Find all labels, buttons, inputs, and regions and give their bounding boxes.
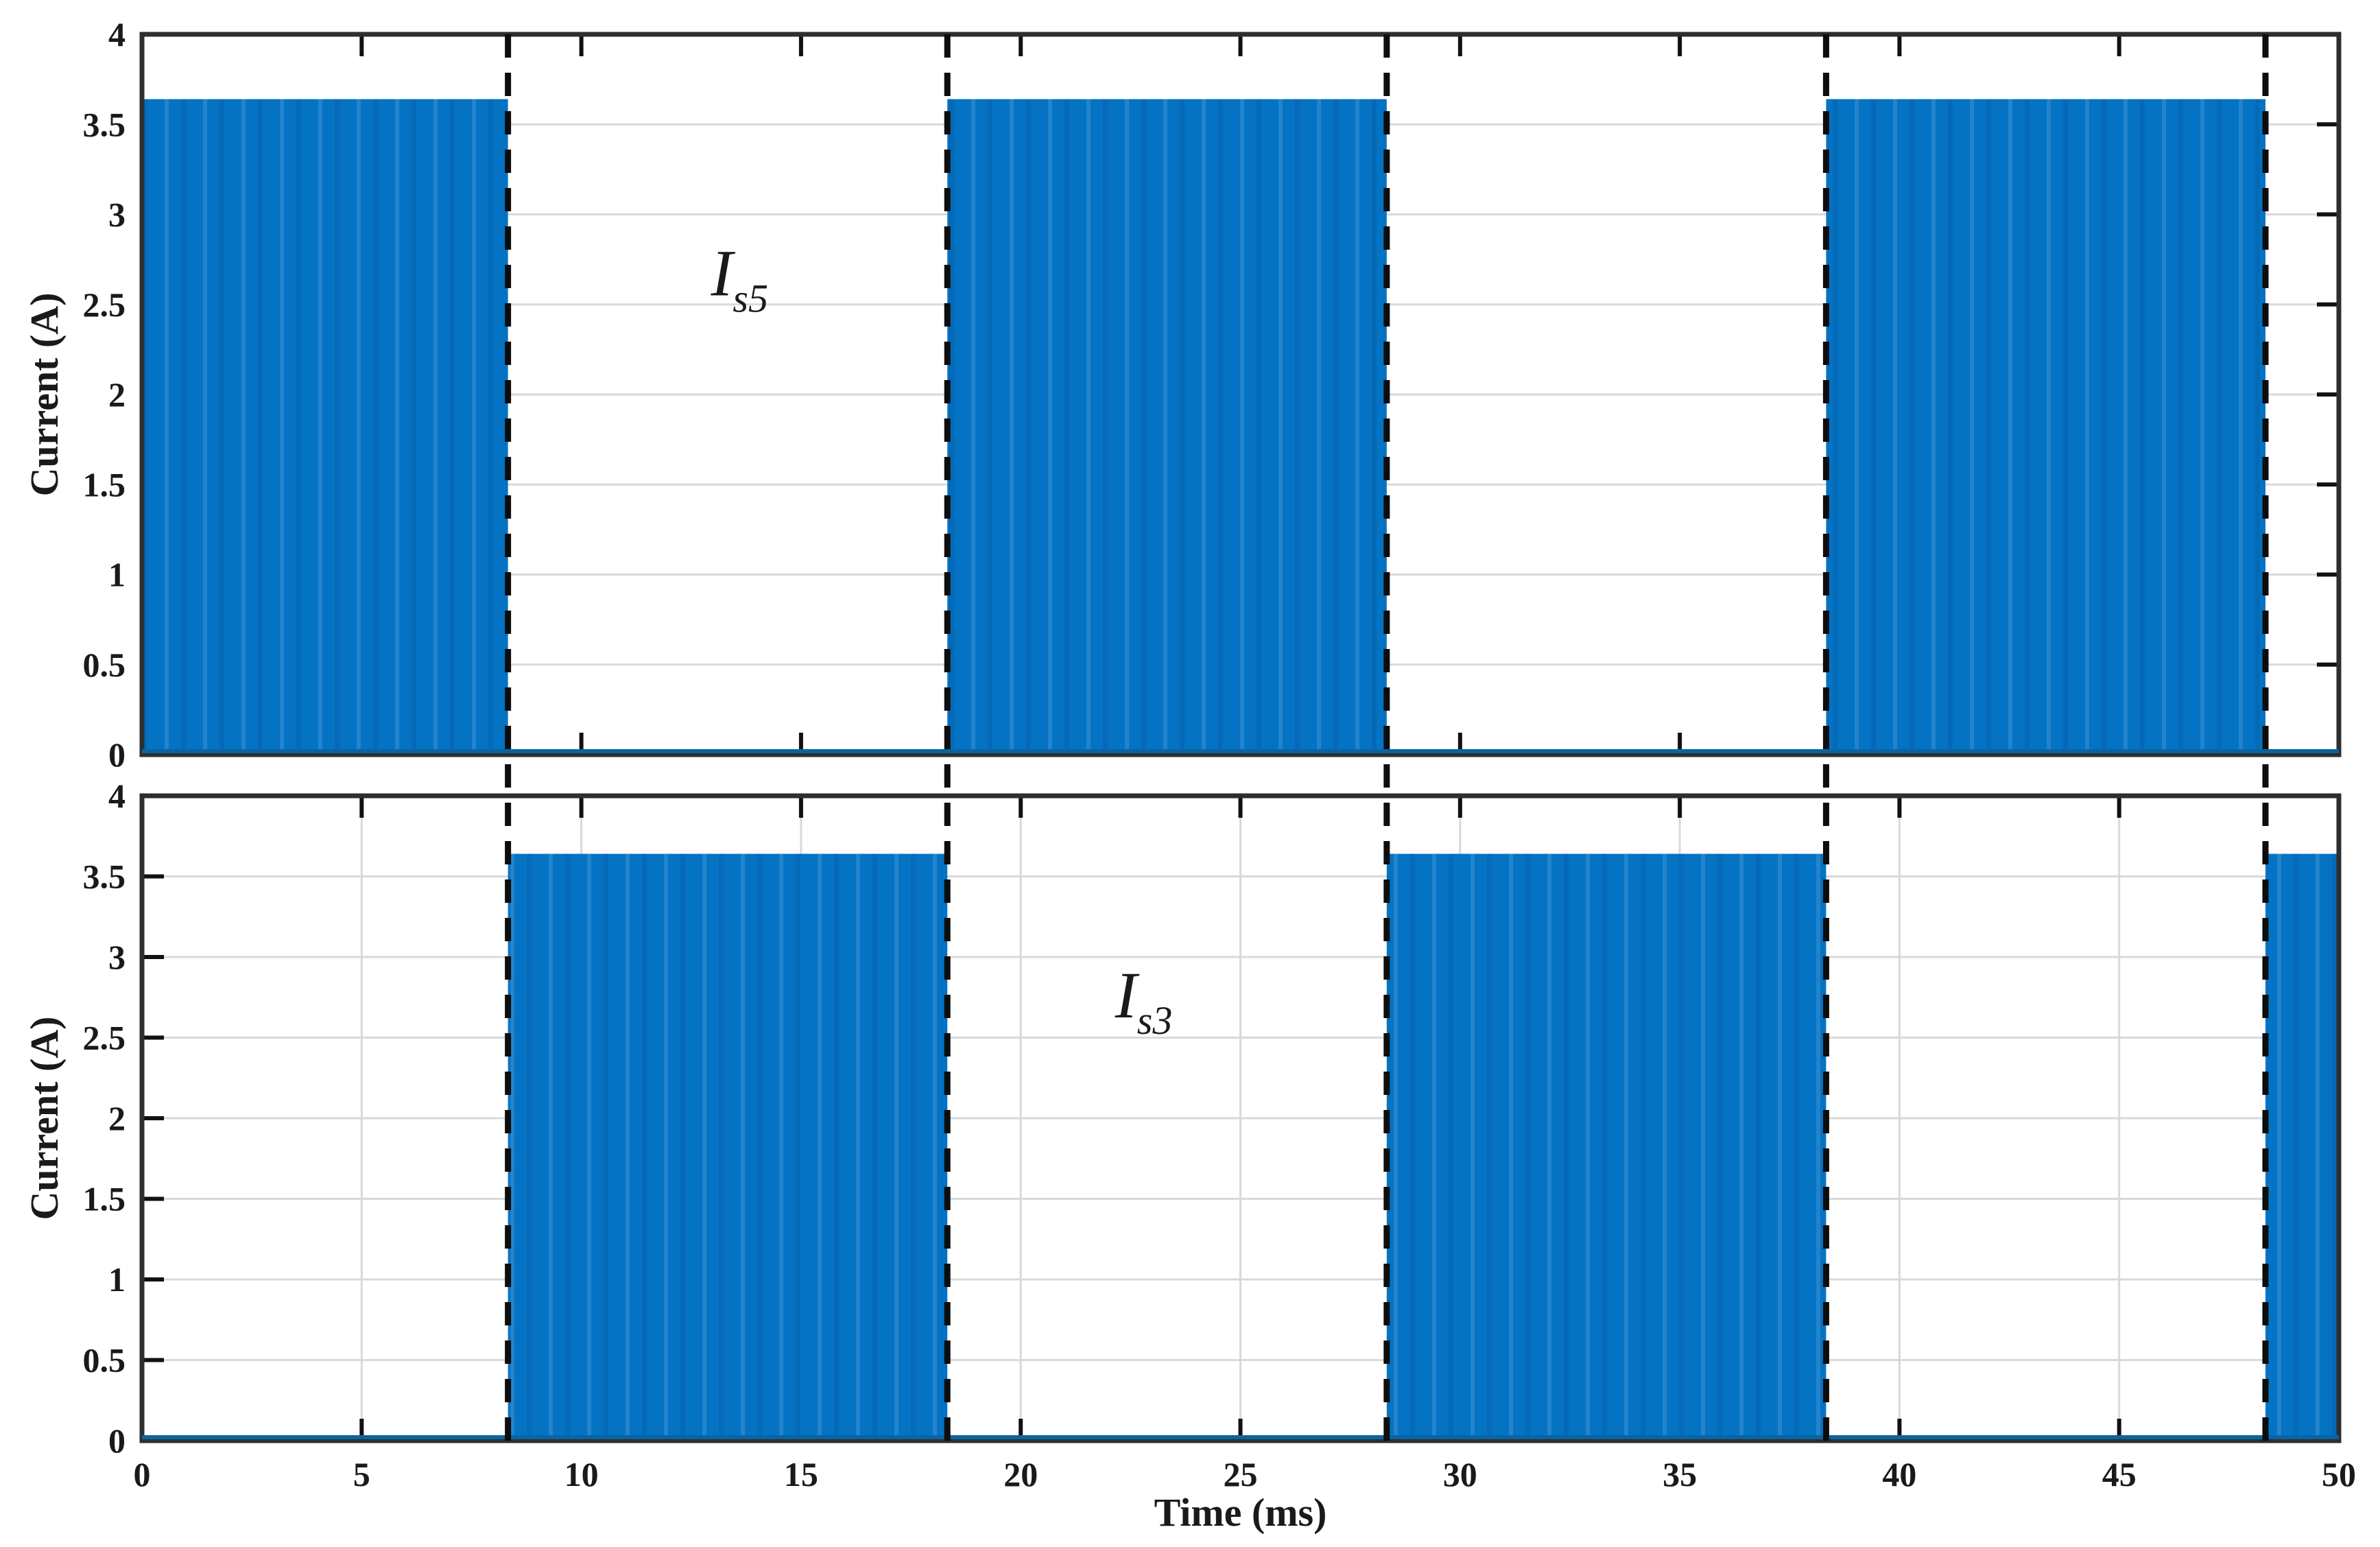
y-tick-label: 0 <box>108 735 126 774</box>
x-tick-label: 15 <box>784 1455 818 1493</box>
x-tick-label: 45 <box>2102 1455 2137 1493</box>
pulse-rect <box>1386 853 1826 1441</box>
y-tick-label: 2.5 <box>83 285 126 324</box>
y-tick-label: 1 <box>108 556 126 594</box>
pulse-rect <box>142 99 508 755</box>
signal-label-is3: Is3 <box>1115 958 1173 1043</box>
signal-label-main: I <box>1115 958 1140 1032</box>
y-tick-label: 1.5 <box>83 1180 126 1218</box>
bottom-subplot: 00.511.522.533.540 5 10 15 20 25 30 35 40 45 50Cur… <box>22 777 2356 1535</box>
top-subplot: 0 0.5 1 1.5 2 2.5 3 3.5 4 Current (A) Is5 <box>22 15 2342 774</box>
y-tick-label: 0.5 <box>83 1341 126 1380</box>
y-tick-label: 1 <box>108 1260 126 1299</box>
x-tick-label: 40 <box>1882 1455 1916 1493</box>
y-tick-label: 4 <box>108 777 126 815</box>
x-axis-label: Time (ms) <box>1154 1490 1327 1535</box>
y-tick-label: 1.5 <box>83 465 126 504</box>
signal-label-main: I <box>710 237 735 310</box>
y-tick-label: 4 <box>108 15 126 54</box>
signal-label-subscript: s3 <box>1137 998 1173 1043</box>
signal-label-subscript: s5 <box>733 276 768 321</box>
x-tick-label: 35 <box>1663 1455 1697 1493</box>
y-tick-label: 3 <box>108 196 126 234</box>
plot-box <box>139 793 2342 1443</box>
x-tick-label: 10 <box>564 1455 599 1493</box>
signal-label-is5: Is5 <box>710 237 768 321</box>
y-tick-label: 2.5 <box>83 1019 126 1057</box>
pulse-rect <box>1826 99 2266 755</box>
y-axis-label-bottom: Current (A) <box>22 1017 67 1220</box>
pulse-rect <box>508 853 948 1441</box>
y-tick-label: 3.5 <box>83 105 126 143</box>
x-tick-label: 20 <box>1003 1455 1038 1493</box>
plot-box <box>139 32 2342 757</box>
dashed-markers <box>505 34 2269 1441</box>
y-tick-label: 2 <box>108 375 126 414</box>
x-tick-label: 50 <box>2322 1455 2356 1493</box>
x-tick-label: 25 <box>1224 1455 1258 1493</box>
y-axis-label-top: Current (A) <box>22 293 67 497</box>
x-tick-label: 30 <box>1443 1455 1477 1493</box>
x-tick-label: 0 <box>134 1455 151 1493</box>
y-tick-label: 0.5 <box>83 646 126 684</box>
pulse-rect <box>2265 853 2339 1441</box>
x-tick-label: 5 <box>353 1455 370 1493</box>
y-tick-label: 3 <box>108 938 126 976</box>
pulse-rect <box>947 99 1387 755</box>
y-tick-label: 0 <box>108 1421 126 1460</box>
y-tick-label: 3.5 <box>83 858 126 896</box>
y-tick-label: 2 <box>108 1099 126 1137</box>
